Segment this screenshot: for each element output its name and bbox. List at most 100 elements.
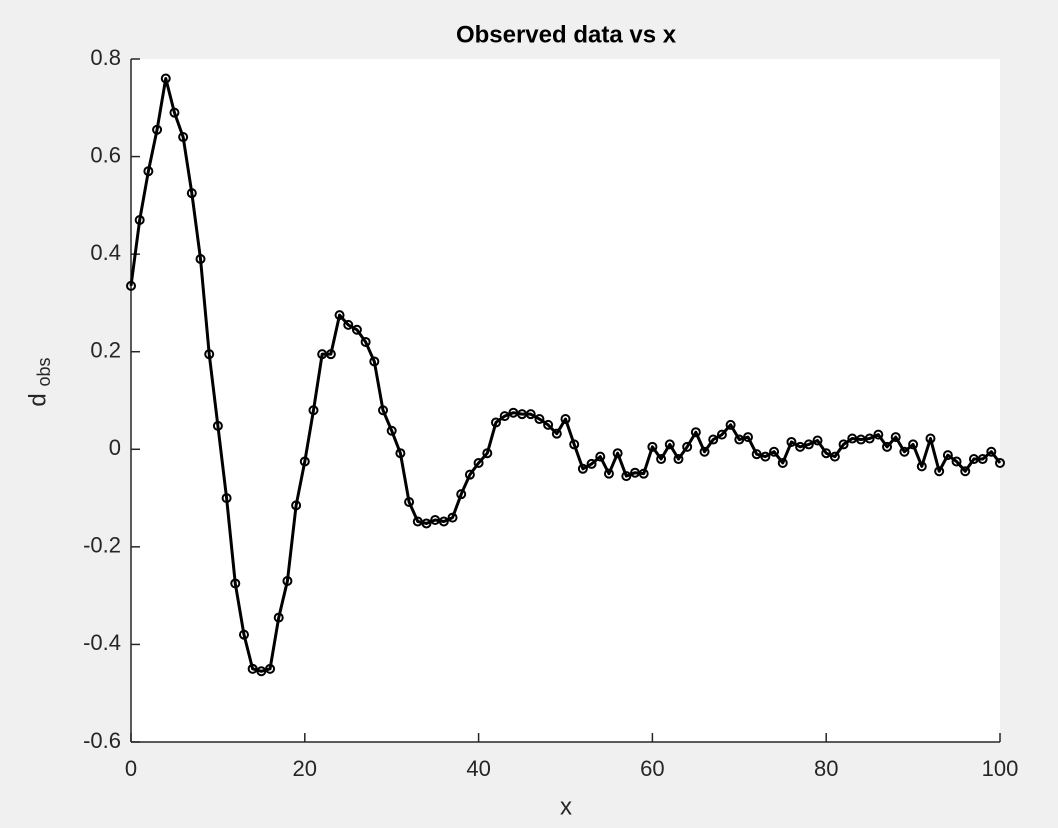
data-point — [708, 434, 719, 445]
data-point — [942, 450, 953, 461]
data-point — [577, 463, 588, 474]
data-point — [534, 414, 545, 425]
data-point — [742, 432, 753, 443]
data-point — [482, 448, 493, 459]
y-axis-label-subscript: obs — [34, 357, 54, 386]
y-tick-label: -0.6 — [83, 728, 121, 753]
data-point — [464, 469, 475, 480]
data-point — [786, 436, 797, 447]
data-point — [734, 434, 745, 445]
data-point — [447, 512, 458, 523]
data-point — [960, 466, 971, 477]
data-point — [716, 429, 727, 440]
data-point — [951, 456, 962, 467]
data-point — [212, 420, 223, 431]
data-point — [760, 451, 771, 462]
data-point — [386, 425, 397, 436]
data-point — [621, 471, 632, 482]
data-point — [256, 666, 267, 677]
data-point — [673, 454, 684, 465]
data-point — [977, 454, 988, 465]
data-point — [543, 419, 554, 430]
data-point — [221, 493, 232, 504]
data-point — [438, 516, 449, 527]
data-point — [873, 429, 884, 440]
data-point — [908, 439, 919, 450]
data-point — [299, 456, 310, 467]
data-point — [334, 310, 345, 321]
data-point — [821, 448, 832, 459]
data-line — [129, 77, 1002, 673]
data-point — [664, 439, 675, 450]
x-tick-label: 80 — [814, 756, 838, 781]
x-tick-label: 20 — [293, 756, 317, 781]
y-tick-label: -0.4 — [83, 630, 121, 655]
data-point — [890, 432, 901, 443]
data-point — [682, 441, 693, 452]
data-point — [143, 166, 154, 177]
x-tick-label: 40 — [466, 756, 490, 781]
data-point — [412, 516, 423, 527]
data-point — [612, 448, 623, 459]
data-point — [769, 446, 780, 457]
data-point — [160, 73, 171, 84]
x-tick-label: 60 — [640, 756, 664, 781]
data-point — [812, 435, 823, 446]
data-point — [404, 496, 415, 507]
data-point — [456, 489, 467, 500]
data-point — [178, 132, 189, 143]
y-axis-label-group: d obs — [24, 357, 53, 406]
y-tick-label: 0.6 — [90, 142, 121, 167]
data-point — [369, 356, 380, 367]
data-point — [829, 451, 840, 462]
data-point — [265, 663, 276, 674]
data-point — [838, 439, 849, 450]
x-axis-label: x — [560, 793, 572, 820]
data-point — [230, 578, 241, 589]
data-point — [282, 576, 293, 587]
data-point — [595, 451, 606, 462]
data-point — [308, 405, 319, 416]
y-tick-label: -0.2 — [83, 533, 121, 558]
data-point — [343, 319, 354, 330]
y-tick-label: 0.4 — [90, 240, 121, 265]
data-point — [986, 446, 997, 457]
data-point — [169, 107, 180, 118]
data-point — [195, 254, 206, 265]
data-point — [603, 468, 614, 479]
y-tick-label: 0.2 — [90, 338, 121, 363]
x-tick-label: 0 — [125, 756, 137, 781]
data-point — [656, 454, 667, 465]
data-point — [360, 336, 371, 347]
y-axis-label: d — [24, 393, 51, 406]
data-point — [126, 280, 136, 291]
data-point — [421, 518, 432, 529]
data-point — [777, 457, 788, 468]
data-point — [899, 446, 910, 457]
data-point — [795, 441, 806, 452]
data-point — [473, 457, 484, 468]
data-point — [152, 124, 163, 135]
plot-area — [131, 59, 1000, 742]
data-point — [378, 405, 389, 416]
y-tick-label: 0 — [109, 435, 121, 460]
data-point — [291, 500, 302, 511]
data-point — [499, 411, 510, 422]
data-point — [351, 324, 362, 335]
data-point — [395, 448, 406, 459]
data-point — [569, 439, 580, 450]
data-point — [690, 427, 701, 438]
data-point — [638, 468, 649, 479]
data-point — [134, 214, 145, 225]
x-tick-label: 100 — [982, 756, 1019, 781]
data-point — [647, 441, 658, 452]
chart-title: Observed data vs x — [456, 21, 677, 48]
data-point — [238, 629, 249, 640]
data-point — [995, 457, 1005, 468]
data-point — [204, 349, 215, 360]
data-point — [699, 446, 710, 457]
data-point — [560, 414, 571, 425]
y-tick-label: 0.8 — [90, 45, 121, 70]
data-point — [934, 466, 945, 477]
